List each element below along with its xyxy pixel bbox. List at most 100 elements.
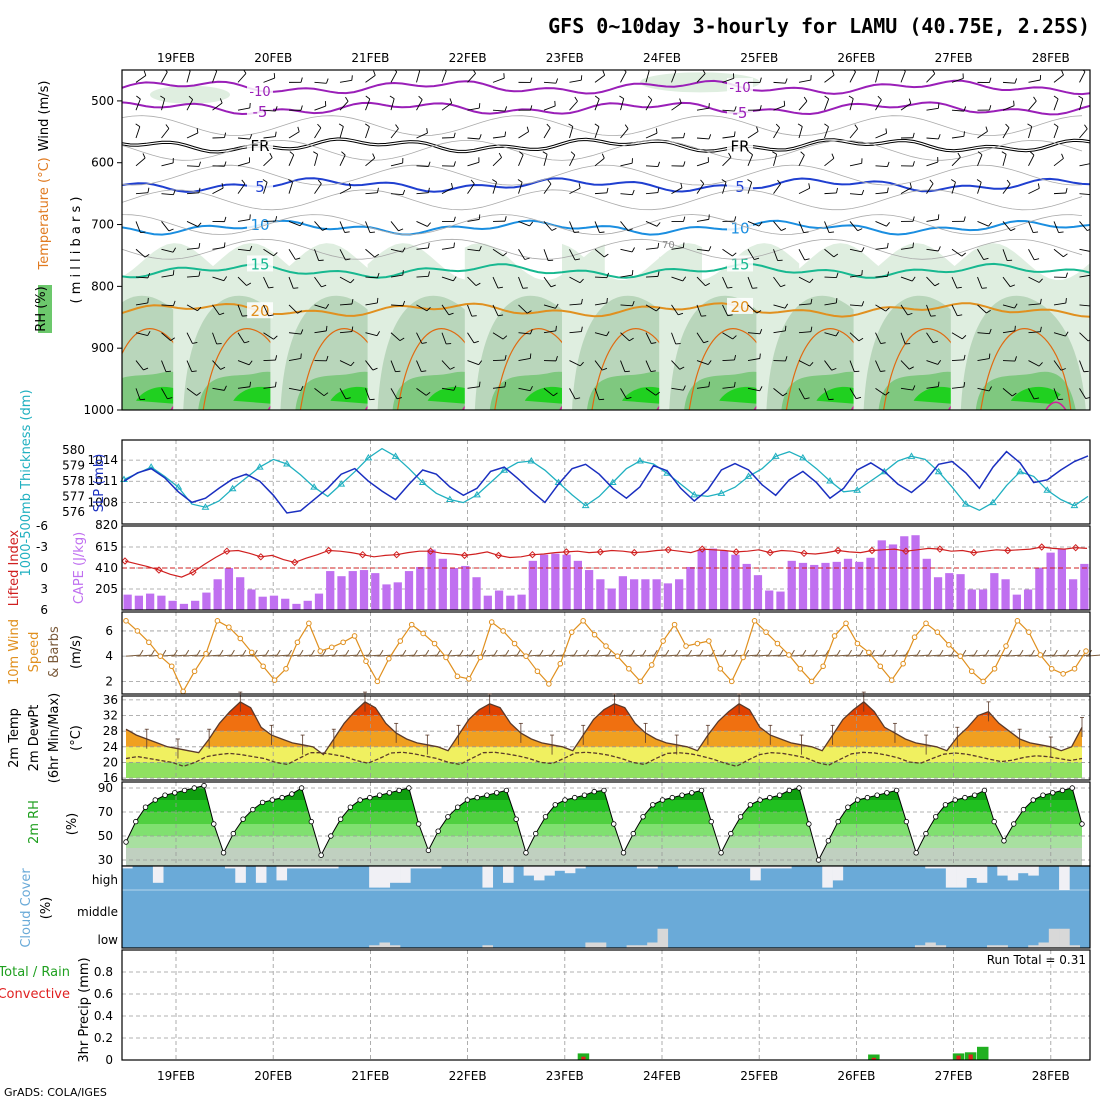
wind-barb-flag: [809, 278, 814, 283]
wind-barb-flag: [885, 128, 888, 134]
surface-wind-barb-flag: [322, 649, 327, 656]
wind-barb-flag: [372, 367, 378, 371]
wind-barb: [339, 79, 352, 83]
li-marker: [630, 548, 639, 557]
surface-wind-barb-flag: [413, 649, 418, 656]
wind-barb: [1002, 154, 1007, 166]
rh-marker: [845, 804, 851, 810]
wind-barb: [900, 360, 910, 370]
wind-barb-flag: [624, 370, 630, 373]
wind-barb-flag: [647, 95, 653, 101]
wind-barb: [798, 221, 805, 233]
wind-barb: [492, 276, 499, 289]
rh-contour-label: 30: [150, 707, 163, 718]
wind-barb-flag: [963, 381, 966, 388]
slp-tick-label: 1014: [87, 453, 118, 467]
wind-barb-flag: [297, 126, 300, 132]
upper-air-ylabel-part: Wind (m/s): [37, 81, 52, 152]
wind-barb-flag: [427, 242, 430, 249]
low-cloud-bar: [636, 945, 648, 948]
wind-barb: [441, 247, 454, 250]
wind-barb: [620, 71, 627, 83]
wind-barb: [492, 332, 504, 340]
slp-axis-label: SLP (mb): [92, 454, 107, 513]
wind-barb: [798, 360, 810, 367]
wind-speed-marker: [180, 688, 186, 695]
low-cloud-bar: [1028, 945, 1039, 948]
wind-barb-flag: [198, 243, 201, 249]
wind-barb-flag: [173, 189, 176, 195]
wind-barb: [186, 221, 199, 227]
wind-barb: [416, 221, 428, 227]
wind-barb-flag: [783, 100, 786, 106]
wind-barb: [416, 132, 428, 139]
wind-barb: [1028, 249, 1035, 261]
wind-barb: [186, 132, 199, 139]
wind-barb: [722, 109, 735, 112]
wind-barb: [645, 332, 652, 344]
slp-frame: [121, 439, 1091, 525]
rh-contour: [122, 115, 1083, 137]
temp-contour-label: 20: [730, 298, 749, 316]
wind-barb: [594, 360, 603, 371]
wind-barb-flag: [594, 95, 600, 100]
wind-barb: [620, 128, 629, 139]
wind-barb: [543, 81, 557, 84]
surface-wind-barb: [708, 654, 723, 657]
wind-barb: [747, 332, 760, 335]
surface-wind-barb-flag: [722, 649, 727, 656]
rh-marker: [581, 792, 588, 798]
low-cloud-bar: [935, 945, 947, 948]
surface-wind-barb: [548, 654, 563, 657]
rh-marker: [971, 792, 978, 798]
wind-barb: [314, 105, 326, 111]
wind-barb-flag: [856, 396, 862, 400]
surface-wind-barb-flag: [779, 649, 784, 656]
wind-barb-flag: [627, 228, 633, 232]
wind-speed-marker: [614, 653, 621, 659]
wind-barb-flag: [727, 286, 733, 289]
wind-barb: [518, 154, 524, 166]
wind-barb: [569, 126, 574, 139]
surface-wind-barb-flag: [356, 649, 361, 656]
date-tick-bottom: 28FEB: [1032, 1069, 1070, 1083]
wind-barb-flag: [345, 397, 351, 400]
wind-speed-marker: [866, 649, 872, 656]
wind-barb-flag: [502, 252, 508, 257]
cape-bar: [449, 568, 459, 610]
wind-barb: [594, 276, 608, 279]
wind-barb: [569, 187, 581, 195]
wind-barb: [849, 221, 859, 231]
rh-marker: [250, 806, 256, 813]
wind-barb-flag: [831, 70, 835, 76]
high-cloud-gap: [420, 866, 432, 869]
wind-barb-flag: [981, 287, 987, 289]
low-cloud-bar: [647, 942, 658, 948]
wind-barb: [1053, 302, 1066, 306]
cape-bar: [821, 562, 830, 610]
cape-bar: [900, 536, 909, 610]
rh-marker: [181, 787, 188, 794]
thickness-marker: [989, 498, 997, 506]
wind-barb: [722, 332, 733, 340]
wind-barb-flag: [579, 278, 584, 284]
wind-barb-flag: [581, 326, 583, 332]
wind-barb-flag: [861, 189, 865, 195]
rh-contour: [122, 164, 1083, 186]
wind-barb: [135, 126, 141, 139]
wind-barb-flag: [275, 355, 278, 361]
wind-barb: [390, 193, 403, 196]
wind-speed-marker: [408, 621, 415, 628]
precip-total-bar: [977, 1046, 989, 1060]
run-total-label: Run Total = 0.31: [987, 953, 1086, 967]
wind-barb: [951, 304, 958, 316]
wind-speed-marker: [157, 653, 164, 659]
surface-wind-barb: [217, 654, 232, 657]
wind-barb-flag: [350, 278, 355, 284]
wind-barb-flag: [165, 124, 170, 129]
rh-marker: [201, 782, 207, 789]
rh-legend-label: RH (%): [34, 286, 49, 331]
wind-barb: [747, 154, 753, 166]
wind-barb-flag: [1010, 284, 1016, 288]
wind-barb-flag: [707, 360, 712, 365]
